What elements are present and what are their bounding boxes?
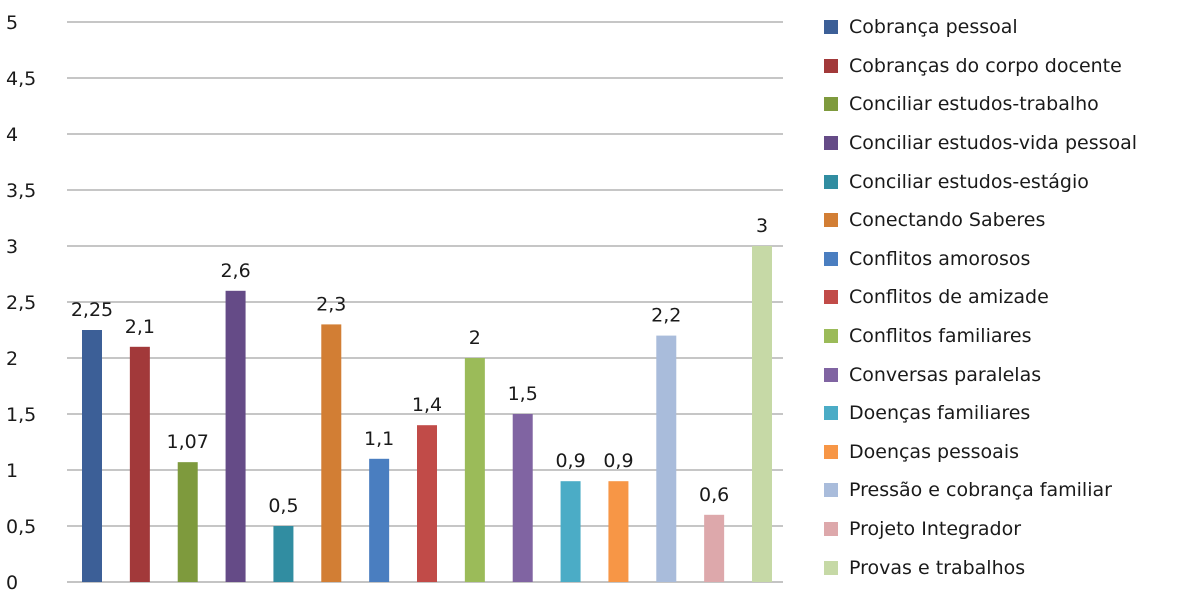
- y-tick-label: 2,5: [6, 292, 36, 314]
- legend-swatch: [824, 97, 838, 112]
- data-label: 2,2: [651, 305, 681, 327]
- legend-swatch: [824, 444, 838, 459]
- legend-swatch: [824, 329, 838, 344]
- y-tick-label: 5: [6, 12, 18, 34]
- legend: Cobrança pessoal Cobranças do corpo docen…: [824, 8, 1137, 587]
- data-label: 0,5: [268, 495, 298, 517]
- data-label: 3: [756, 215, 768, 237]
- bar: [560, 481, 581, 582]
- legend-swatch: [824, 58, 838, 73]
- y-tick-label: 4,5: [6, 68, 36, 90]
- data-label: 1,1: [364, 428, 394, 450]
- y-tick-label: 4: [6, 124, 18, 146]
- bar: [225, 290, 246, 582]
- y-tick-label: 2: [6, 348, 18, 370]
- legend-label: Cobranças do corpo docente: [849, 54, 1122, 77]
- legend-label: Provas e trabalhos: [849, 556, 1026, 579]
- data-label: 2,6: [220, 260, 250, 282]
- legend-label: Conciliar estudos-estágio: [849, 170, 1089, 193]
- bars: [82, 246, 772, 582]
- bar: [752, 246, 772, 582]
- legend-item: Provas e trabalhos: [824, 548, 1137, 587]
- legend-item: Conciliar estudos-trabalho: [824, 85, 1137, 124]
- data-label: 1,07: [167, 431, 209, 453]
- data-label: 0,9: [603, 450, 633, 472]
- legend-label: Conversas paralelas: [849, 363, 1042, 386]
- legend-swatch: [824, 367, 838, 382]
- legend-label: Doenças familiares: [849, 402, 1031, 425]
- data-label: 0,6: [699, 484, 729, 506]
- legend-swatch: [824, 406, 838, 421]
- legend-label: Pressão e cobrança familiar: [849, 479, 1112, 502]
- y-tick-label: 1,5: [6, 404, 36, 426]
- legend-swatch: [824, 483, 838, 498]
- legend-swatch: [824, 251, 838, 266]
- legend-item: Conectando Saberes: [824, 201, 1137, 240]
- legend-item: Conflitos de amizade: [824, 278, 1137, 317]
- legend-item: Cobrança pessoal: [824, 8, 1137, 47]
- legend-item: Conciliar estudos-estágio: [824, 162, 1137, 201]
- data-label: 0,9: [555, 450, 585, 472]
- legend-item: Doenças familiares: [824, 394, 1137, 433]
- legend-item: Cobranças do corpo docente: [824, 47, 1137, 86]
- legend-item: Conversas paralelas: [824, 355, 1137, 394]
- bar: [464, 358, 485, 582]
- y-tick-label: 3: [6, 236, 18, 258]
- legend-label: Conflitos amorosos: [849, 247, 1031, 270]
- bar: [321, 324, 342, 582]
- data-label: 2,1: [125, 316, 155, 338]
- y-tick-label: 0: [6, 572, 18, 591]
- legend-label: Doenças pessoais: [849, 440, 1020, 463]
- legend-swatch: [824, 522, 838, 537]
- legend-swatch: [824, 136, 838, 151]
- data-label: 2,3: [316, 293, 346, 315]
- bar: [82, 330, 102, 582]
- data-label: 1,4: [412, 394, 442, 416]
- bar: [608, 481, 629, 582]
- data-label: 2,25: [71, 299, 113, 321]
- legend-item: Projeto Integrador: [824, 510, 1137, 549]
- legend-label: Conflitos de amizade: [849, 286, 1049, 309]
- y-tick-label: 0,5: [6, 516, 36, 538]
- legend-swatch: [824, 560, 838, 575]
- legend-label: Conciliar estudos-vida pessoal: [849, 132, 1138, 155]
- legend-swatch: [824, 213, 838, 228]
- legend-label: Cobrança pessoal: [849, 16, 1018, 39]
- y-axis-tick-labels: 0 0,5 1 1,5 2 2,5 3 3,5 4 4,5 5: [6, 12, 36, 591]
- y-tick-label: 1: [6, 460, 18, 482]
- bar: [177, 462, 198, 582]
- bar: [129, 346, 150, 582]
- y-tick-label: 3,5: [6, 180, 36, 202]
- legend-item: Doenças pessoais: [824, 433, 1137, 472]
- bar: [656, 335, 677, 582]
- legend-label: Conectando Saberes: [849, 209, 1046, 232]
- legend-item: Conciliar estudos-vida pessoal: [824, 124, 1137, 163]
- bar: [512, 414, 533, 582]
- data-label: 2: [469, 327, 481, 349]
- data-labels: 2,25 2,1 1,07 2,6 0,5 2,3 1,1 1,4 2 1,5 0,9 0,9 2,2 0…: [71, 215, 768, 517]
- legend-item: Conflitos amorosos: [824, 240, 1137, 279]
- legend-label: Conflitos familiares: [849, 325, 1032, 348]
- bar: [417, 425, 437, 582]
- legend-swatch: [824, 174, 838, 189]
- legend-label: Projeto Integrador: [849, 518, 1022, 541]
- legend-swatch: [824, 290, 838, 305]
- legend-swatch: [824, 20, 838, 35]
- legend-item: Pressão e cobrança familiar: [824, 471, 1137, 510]
- data-label: 1,5: [508, 383, 538, 405]
- legend-label: Conciliar estudos-trabalho: [849, 93, 1099, 116]
- legend-item: Conflitos familiares: [824, 317, 1137, 356]
- bar-chart: 00,511,522,533,544,55 2,252,11,072,60,52…: [6, 12, 783, 591]
- bar: [704, 514, 725, 582]
- bar: [369, 458, 390, 582]
- bar: [273, 526, 294, 582]
